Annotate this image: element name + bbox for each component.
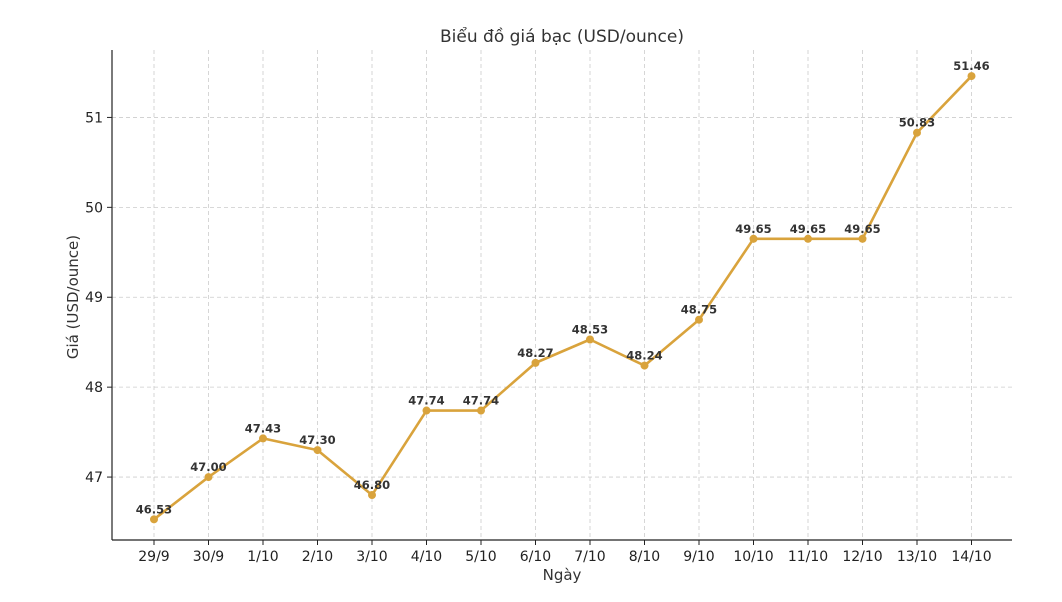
data-label: 49.65 — [735, 222, 771, 236]
data-point — [422, 406, 431, 415]
data-point — [586, 335, 594, 344]
data-label: 46.53 — [136, 502, 172, 516]
axes-layer — [111, 50, 1012, 541]
data-label: 48.24 — [626, 349, 662, 363]
data-point — [150, 515, 158, 524]
x-tick-label: 4/10 — [411, 549, 442, 565]
x-tick-label: 8/10 — [629, 549, 660, 565]
x-tick-label: 1/10 — [247, 549, 278, 565]
x-tick-label: 6/10 — [520, 549, 551, 565]
y-tick-label: 50 — [85, 200, 103, 216]
x-tick-label: 5/10 — [465, 549, 496, 565]
data-label: 47.43 — [245, 421, 281, 435]
x-tick-label: 30/9 — [193, 549, 224, 565]
data-label: 47.74 — [408, 394, 444, 408]
x-tick-label: 12/10 — [842, 549, 882, 565]
data-point — [204, 473, 213, 482]
data-label: 51.46 — [953, 59, 989, 73]
data-label: 47.74 — [463, 394, 499, 408]
data-point — [858, 234, 867, 243]
chart-title: Biểu đồ giá bạc (USD/ounce) — [440, 26, 684, 47]
x-tick-label: 14/10 — [951, 549, 991, 565]
data-label: 50.83 — [899, 116, 935, 130]
grid-layer — [112, 50, 1012, 540]
x-tick-label: 10/10 — [733, 549, 773, 565]
data-label: 49.65 — [790, 222, 826, 236]
data-point — [804, 234, 812, 243]
data-label: 48.75 — [681, 303, 717, 317]
x-tick-label: 9/10 — [683, 549, 714, 565]
y-axis-label: Giá (USD/ounce) — [64, 235, 82, 359]
data-point — [749, 234, 758, 243]
x-tick-label: 29/9 — [138, 549, 169, 565]
data-label: 48.27 — [517, 346, 553, 360]
data-point — [477, 406, 485, 415]
y-tick-label: 49 — [85, 290, 103, 306]
data-point — [695, 315, 703, 324]
x-tick-label: 3/10 — [356, 549, 387, 565]
data-point — [313, 446, 322, 455]
y-tick-label: 48 — [85, 380, 103, 396]
data-label: 46.80 — [354, 478, 390, 492]
x-tick-label: 2/10 — [302, 549, 333, 565]
data-label: 47.00 — [190, 460, 226, 474]
x-tick-label: 13/10 — [897, 549, 937, 565]
x-axis-label: Ngày — [543, 566, 582, 584]
y-tick-label: 51 — [85, 110, 103, 126]
series-layer — [150, 72, 976, 524]
x-tick-label: 11/10 — [788, 549, 828, 565]
ticks-layer: 29/9 30/9 1/10 2/10 3/10 4/10 5/10 6/10 7/10 8/10… — [85, 110, 992, 565]
data-point — [913, 128, 921, 137]
data-label: 47.30 — [299, 433, 335, 447]
data-point — [531, 358, 540, 367]
data-point — [967, 72, 976, 81]
data-point — [259, 434, 267, 443]
series-line — [153, 75, 973, 521]
y-tick-label: 47 — [85, 470, 103, 486]
data-labels-layer: 46.53 47.00 47.43 47.30 46.80 47.74 47.74 48.27… — [136, 59, 990, 516]
data-label: 49.65 — [844, 222, 880, 236]
x-tick-label: 7/10 — [574, 549, 605, 565]
data-point — [640, 361, 649, 370]
data-label: 48.53 — [572, 323, 608, 337]
data-point — [368, 491, 376, 500]
